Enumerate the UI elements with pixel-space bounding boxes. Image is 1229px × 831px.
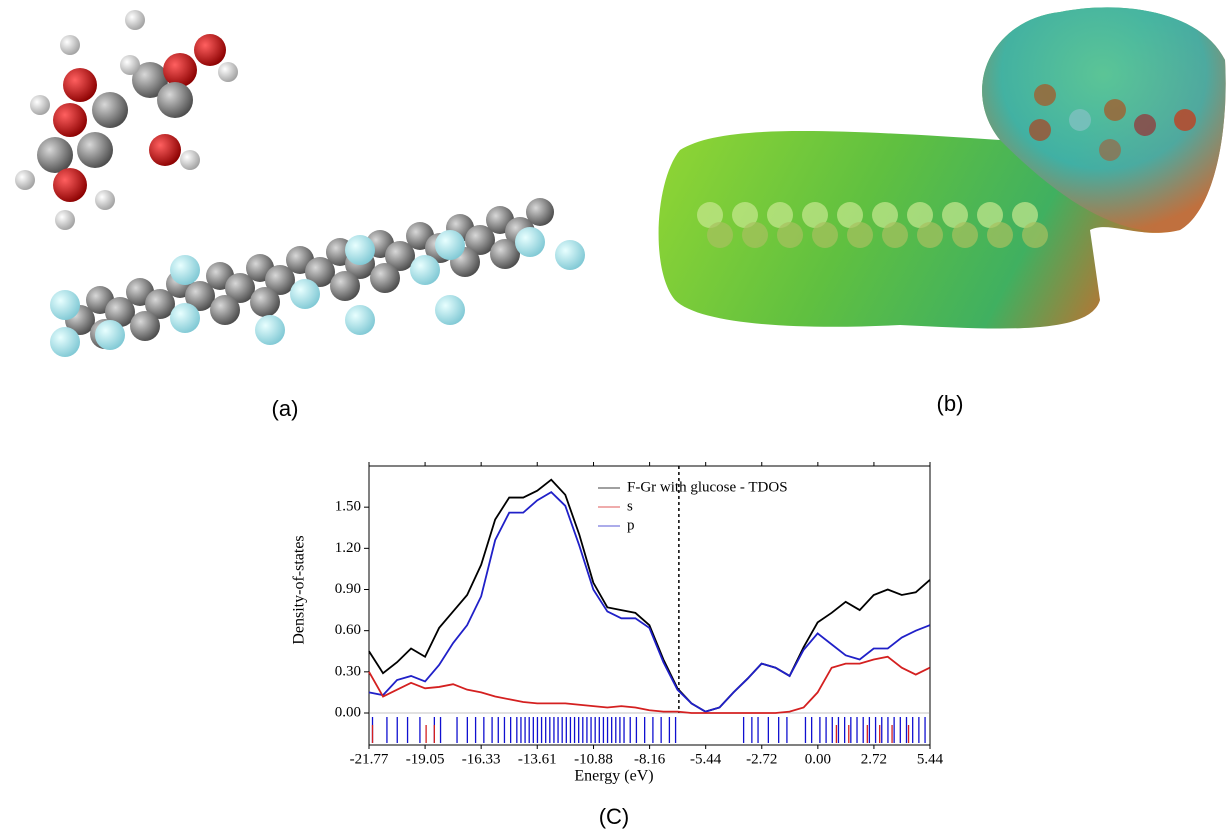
atom — [95, 320, 125, 350]
atom — [1134, 114, 1156, 136]
atom — [1029, 119, 1051, 141]
atom — [917, 222, 943, 248]
y-tick-label: 0.60 — [335, 622, 361, 638]
atom — [742, 222, 768, 248]
atom — [50, 327, 80, 357]
atom — [1034, 84, 1056, 106]
atom — [290, 279, 320, 309]
atom — [847, 222, 873, 248]
atom — [30, 95, 50, 115]
atom — [130, 311, 160, 341]
x-tick-label: -8.16 — [634, 751, 666, 767]
legend-label: s — [627, 498, 633, 514]
x-tick-label: 2.72 — [861, 751, 887, 767]
atom — [157, 82, 193, 118]
legend-label: p — [627, 517, 635, 533]
dos-line — [369, 657, 930, 713]
atom — [53, 168, 87, 202]
y-tick-label: 0.90 — [335, 581, 361, 597]
atom — [345, 305, 375, 335]
x-tick-label: -5.44 — [690, 751, 722, 767]
atom — [77, 132, 113, 168]
atom — [330, 271, 360, 301]
atom — [882, 222, 908, 248]
atom — [1069, 109, 1091, 131]
atom — [410, 255, 440, 285]
atom — [210, 295, 240, 325]
structure-a — [15, 10, 585, 357]
panel-label: (b) — [937, 391, 964, 416]
x-tick-label: -2.72 — [746, 751, 777, 767]
atom — [194, 34, 226, 66]
atom — [60, 35, 80, 55]
atom — [435, 230, 465, 260]
atom — [812, 222, 838, 248]
atom — [952, 222, 978, 248]
atom — [777, 222, 803, 248]
atom — [345, 235, 375, 265]
atom — [170, 303, 200, 333]
atom — [250, 287, 280, 317]
x-tick-label: -21.77 — [350, 751, 389, 767]
atom — [1174, 109, 1196, 131]
atom — [170, 255, 200, 285]
y-axis-label: Density-of-states — [291, 535, 308, 644]
atom — [92, 92, 128, 128]
atom — [50, 290, 80, 320]
atom — [120, 55, 140, 75]
atom — [435, 295, 465, 325]
atom — [515, 227, 545, 257]
atom — [95, 190, 115, 210]
y-tick-label: 0.00 — [335, 704, 361, 720]
figure: (a) (b) (C) Energy (eV) Density-of-state… — [0, 0, 1229, 831]
atom — [1022, 222, 1048, 248]
atom — [149, 134, 181, 166]
atom — [125, 10, 145, 30]
atom — [63, 68, 97, 102]
dos-chart: Energy (eV) Density-of-states 0.00 0.30 0.… — [291, 462, 944, 785]
atom — [55, 210, 75, 230]
atom — [370, 263, 400, 293]
x-tick-label: -16.33 — [462, 751, 501, 767]
atom — [1104, 99, 1126, 121]
atom — [53, 103, 87, 137]
legend-label: F-Gr with glucose - TDOS — [627, 479, 788, 495]
atom — [163, 53, 197, 87]
atom — [15, 170, 35, 190]
atom — [180, 150, 200, 170]
atom — [707, 222, 733, 248]
panel-label: (a) — [272, 396, 299, 421]
atom — [255, 315, 285, 345]
atom — [218, 62, 238, 82]
x-tick-label: -10.88 — [574, 751, 613, 767]
y-tick-label: 1.50 — [335, 499, 361, 515]
atom — [555, 240, 585, 270]
panel-label: (C) — [599, 804, 630, 829]
x-tick-label: 0.00 — [805, 751, 831, 767]
x-tick-label: -19.05 — [406, 751, 445, 767]
atom — [1099, 139, 1121, 161]
y-tick-label: 0.30 — [335, 663, 361, 679]
x-tick-label: 5.44 — [917, 751, 944, 767]
y-tick-label: 1.20 — [335, 540, 361, 556]
plot-frame — [369, 466, 930, 745]
dos-line — [369, 480, 930, 712]
atom — [987, 222, 1013, 248]
x-tick-label: -13.61 — [518, 751, 557, 767]
structure-b — [659, 7, 1226, 328]
atom — [37, 137, 73, 173]
figure-canvas: (a) (b) (C) Energy (eV) Density-of-state… — [0, 0, 1229, 831]
x-axis-label: Energy (eV) — [574, 768, 653, 785]
